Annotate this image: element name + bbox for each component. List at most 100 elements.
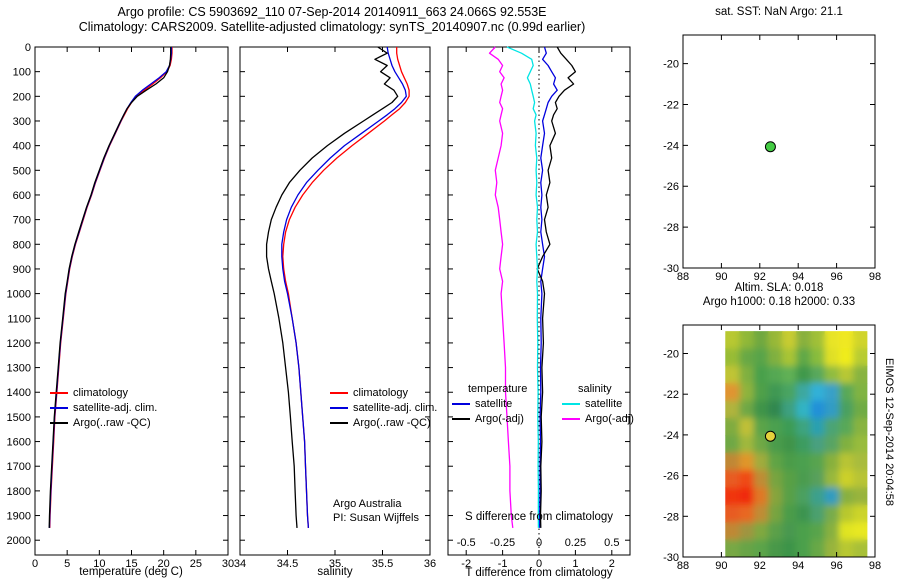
s-tick-label: -0.5 (457, 537, 476, 549)
legend-swatch (330, 391, 348, 394)
temp-legend: climatology satellite-adj. clim. Argo(..… (50, 385, 157, 430)
x-tick-label: 35.5 (372, 558, 393, 570)
y-tick-label: 1100 (7, 313, 31, 325)
axes-box (447, 46, 631, 556)
pi-note: PI: Susan Wijffels (333, 512, 419, 524)
y-tick-label: 1700 (7, 461, 31, 473)
x-tick-label: 92 (754, 271, 766, 283)
axes-box (682, 324, 876, 558)
float-position-marker (764, 430, 776, 442)
legend-header: temperature (468, 382, 528, 395)
legend-swatch (50, 391, 68, 394)
y-tick-label: 1200 (7, 338, 31, 350)
x-tick-label: 98 (869, 271, 881, 283)
x-tick-label: 30 (222, 558, 234, 570)
x-tick-label: -1 (498, 558, 508, 570)
legend-item: Argo(-adj) (562, 411, 634, 426)
y-tick-label: 100 (13, 67, 31, 79)
x-tick-label: 15 (125, 558, 137, 570)
legend-label: climatology (73, 386, 129, 399)
axes-box (682, 34, 876, 269)
x-tick-label: 5 (64, 558, 70, 570)
sst_map: 88 90 92 94 96 98 -20 -22 -24 -26 -28 -30 (663, 34, 881, 283)
y-tick-label: -26 (663, 471, 679, 483)
legend-swatch (50, 406, 68, 409)
difference_profile: -2 -1 0 1 2 -0.5 -0.25 0 0.25 0.5 (447, 46, 631, 570)
x-tick-label: 96 (830, 271, 842, 283)
series-satellite-adj--clim- (48, 47, 173, 528)
y-tick-label: -24 (663, 430, 679, 442)
legend-label: Argo(..raw -QC) (73, 416, 151, 429)
y-tick-label: 600 (13, 190, 31, 202)
figure-title-line1: Argo profile: CS 5903692_110 07-Sep-2014… (117, 5, 547, 19)
y-tick-label: 300 (13, 116, 31, 128)
y-tick-label: 2000 (7, 535, 31, 547)
diff-legend-temperature: temperature satellite Argo(-adj) (452, 381, 527, 426)
tdiff-axis-label: T difference from climatology (465, 567, 613, 579)
legend-item: climatology (50, 385, 157, 400)
legend-item: satellite-adj. clim. (50, 400, 157, 415)
x-tick-label: 34 (234, 558, 246, 570)
legend-label: satellite (475, 397, 513, 410)
legend-item: Argo(-adj) (452, 411, 527, 426)
figure-title-line2: Climatology: CARS2009. Satellite-adjuste… (78, 20, 586, 34)
x-tick-label: 0 (32, 558, 38, 570)
axes-box (239, 46, 431, 556)
legend-swatch (452, 417, 470, 420)
sla_map: 88 90 92 94 96 98 -20 -22 -24 -26 -28 -30 (663, 324, 881, 572)
y-tick-label: 900 (13, 264, 31, 276)
y-tick-label: 1900 (7, 511, 31, 523)
sla-title-line1: Altim. SLA: 0.018 (734, 282, 824, 294)
x-tick-label: 1 (572, 558, 578, 570)
legend-item: satellite-adj. clim. (330, 400, 437, 415)
series-temperature-satellite (539, 46, 558, 528)
y-tick-label: 1000 (7, 289, 31, 301)
x-tick-label: 92 (754, 560, 766, 572)
y-tick-label: 1600 (7, 437, 31, 449)
series-satellite-adj--clim- (281, 46, 407, 528)
legend-label: satellite (585, 397, 623, 410)
y-tick-label: 200 (13, 91, 31, 103)
legend-swatch (50, 421, 68, 424)
sal-legend: climatology satellite-adj. clim. Argo(..… (330, 385, 437, 430)
x-tick-label: 94 (792, 271, 804, 283)
legend-item: climatology (330, 385, 437, 400)
x-tick-label: 35 (329, 558, 341, 570)
x-tick-label: 2 (609, 558, 615, 570)
x-tick-label: -2 (461, 558, 471, 570)
sla-title-line2: Argo h1000: 0.18 h2000: 0.33 (702, 296, 856, 308)
salinity_profile: 34 34.5 35 35.5 36 (234, 46, 436, 570)
x-tick-label: 36 (424, 558, 436, 570)
y-tick-label: 500 (13, 165, 31, 177)
legend-item: satellite (452, 396, 527, 411)
legend-label: Argo(-adj) (475, 412, 524, 425)
y-tick-label: 1500 (7, 412, 31, 424)
legend-header: salinity (578, 382, 612, 395)
legend-item: Argo(..raw -QC) (330, 415, 437, 430)
legend-item: Argo(..raw -QC) (50, 415, 157, 430)
y-tick-label: -22 (663, 389, 679, 401)
legend-item: satellite (562, 396, 634, 411)
sst-map-title: sat. SST: NaN Argo: 21.1 (715, 6, 843, 18)
y-tick-label: -22 (663, 99, 679, 111)
series-salinity-satellite (506, 46, 540, 528)
y-tick-label: 1300 (7, 363, 31, 375)
temperature-axis-label: temperature (deg C) (79, 566, 183, 578)
legend-swatch (562, 402, 580, 405)
y-tick-label: -20 (663, 348, 679, 360)
salinity-axis-label: salinity (317, 566, 353, 578)
series-temperature-argo--adj- (536, 46, 577, 528)
series-climatology (49, 47, 173, 528)
legend-swatch (330, 406, 348, 409)
s-tick-label: 0.5 (604, 537, 619, 549)
s-tick-label: 0.25 (565, 537, 586, 549)
timestamp-note: EIMOS 12-Sep-2014 20:04:58 (883, 358, 895, 506)
y-tick-label: 800 (13, 239, 31, 251)
x-tick-label: 94 (792, 560, 804, 572)
x-tick-label: 98 (869, 560, 881, 572)
y-tick-label: -20 (663, 59, 679, 71)
legend-label: Argo(-adj) (585, 412, 634, 425)
y-tick-label: -30 (663, 263, 679, 275)
y-tick-label: -24 (663, 140, 679, 152)
